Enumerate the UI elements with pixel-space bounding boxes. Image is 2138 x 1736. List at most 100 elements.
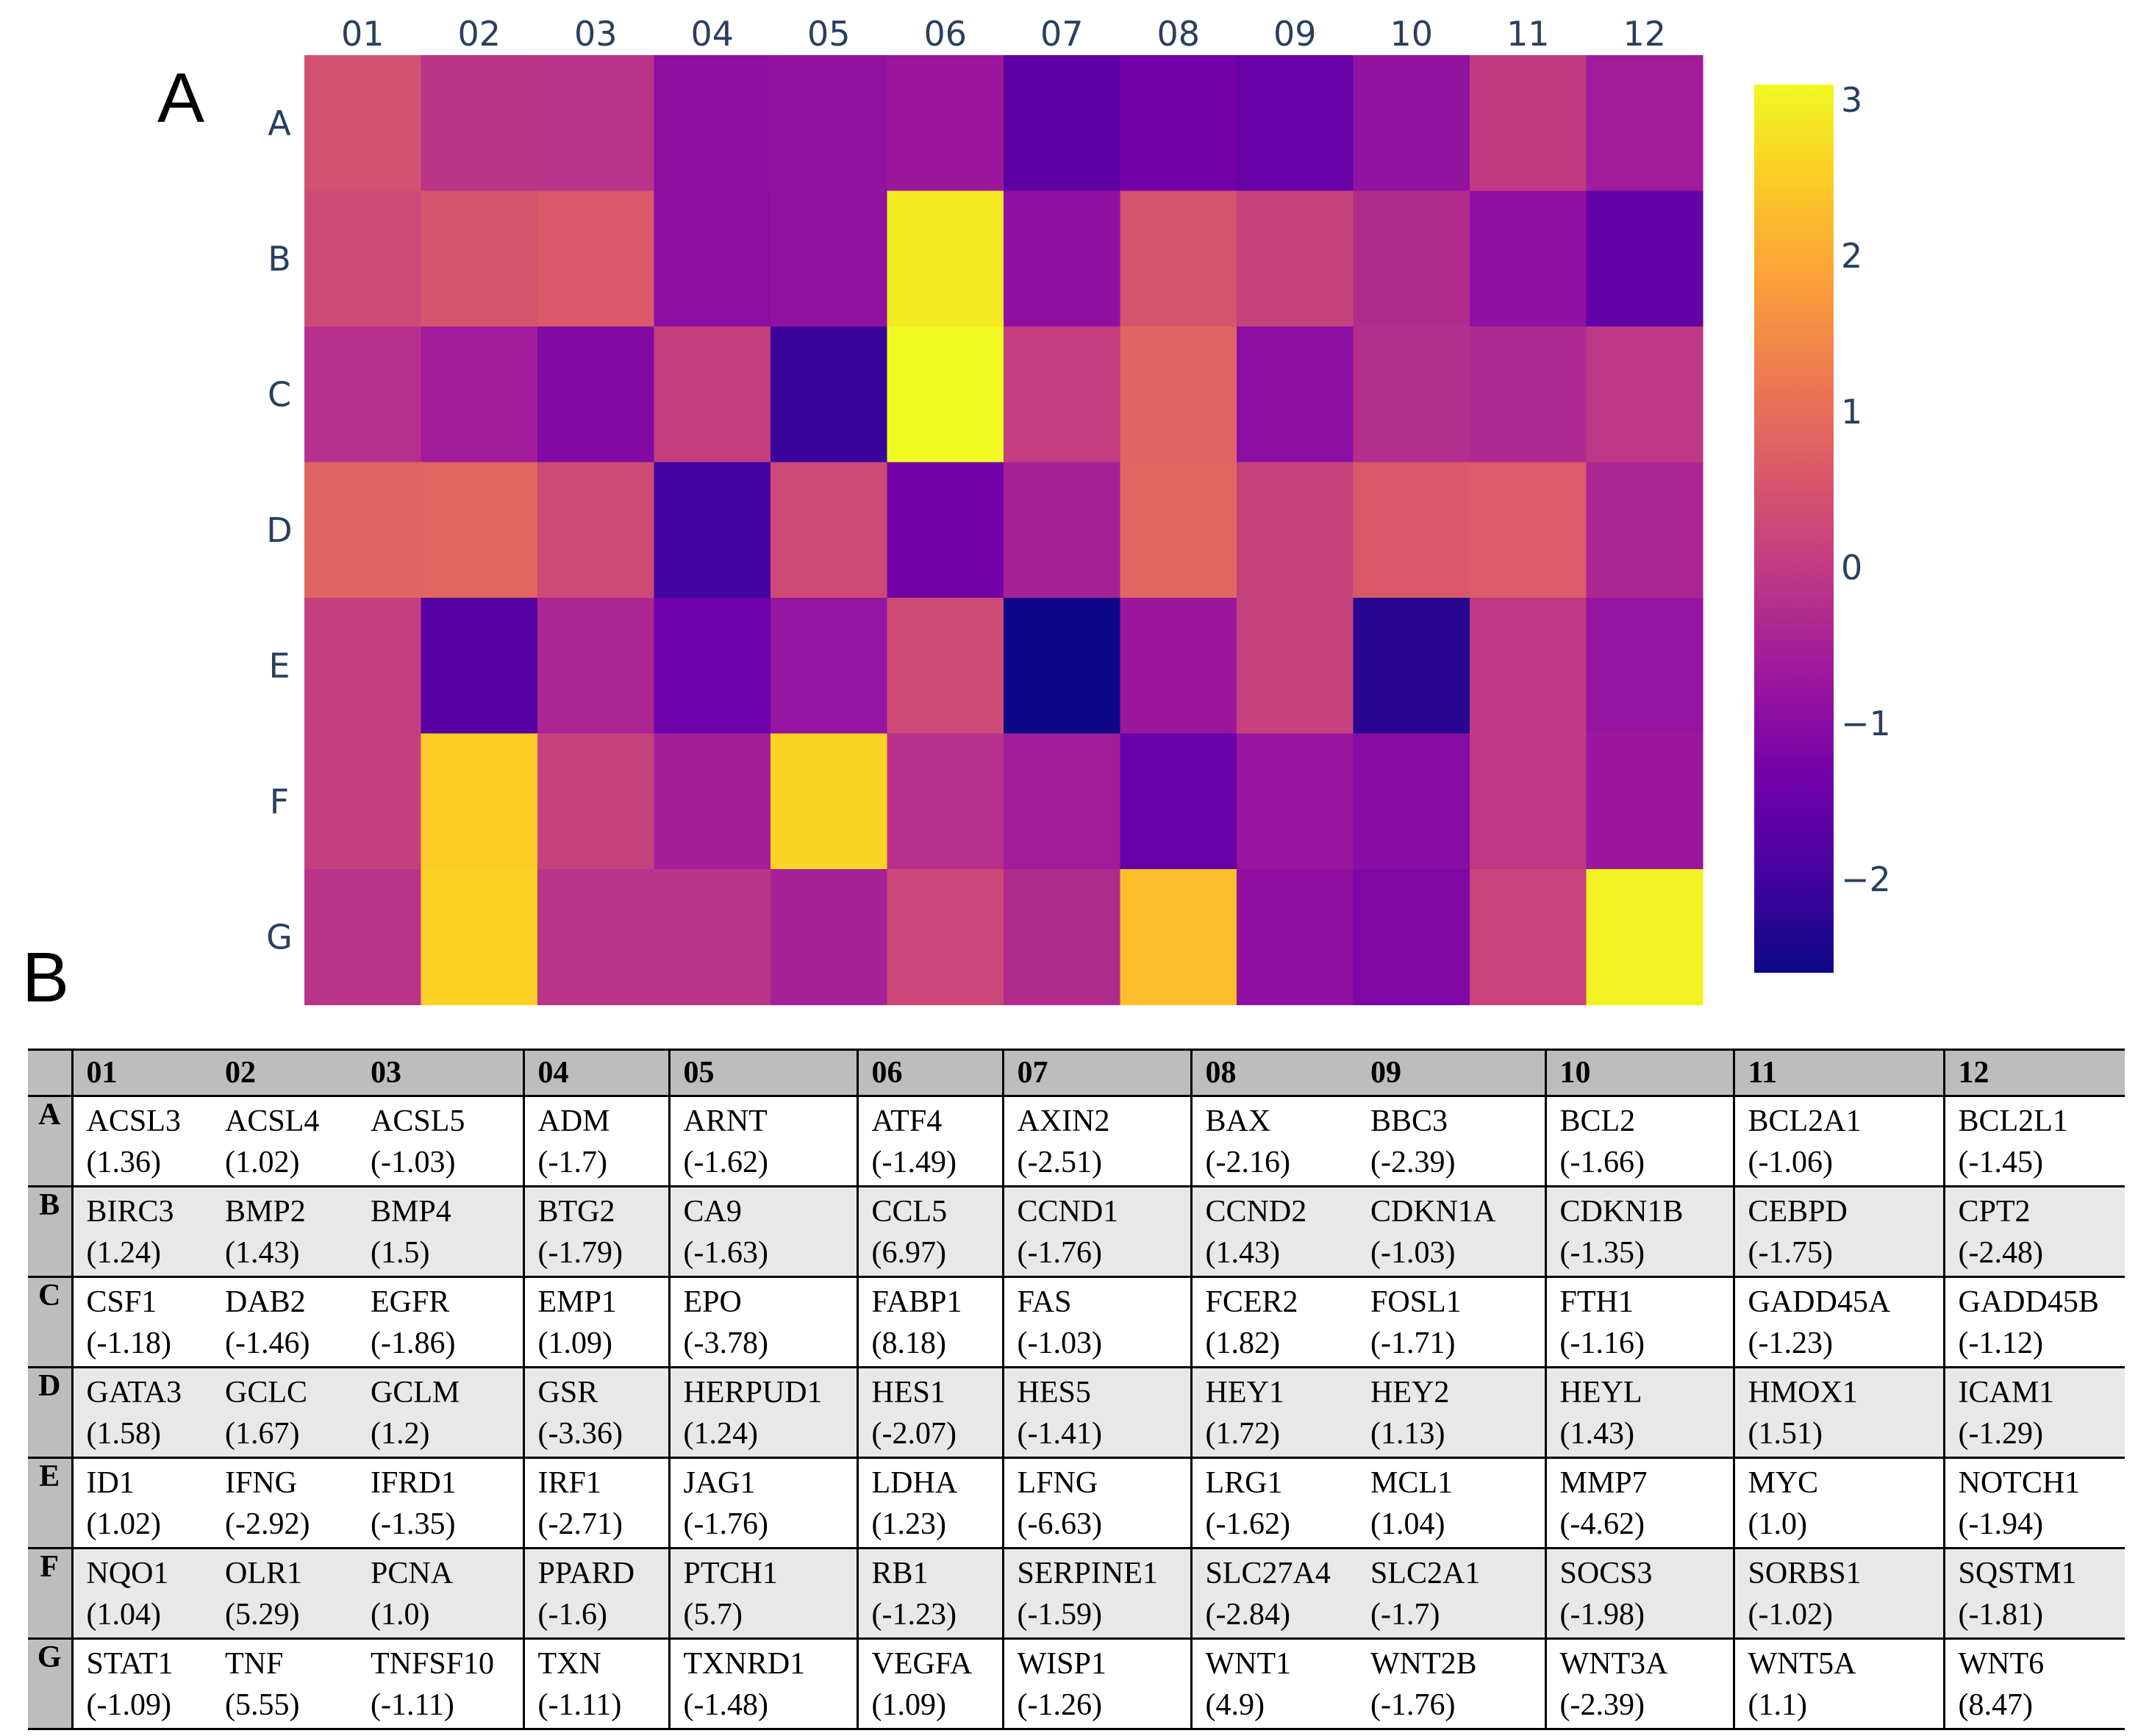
gene-value: (1.0) (371, 1598, 430, 1632)
table-cell: EPO (-3.78) (668, 1276, 857, 1368)
gene-name: GCLC (225, 1376, 308, 1410)
gene-value: (-3.78) (683, 1326, 768, 1360)
gene-name: HMOX1 (1748, 1376, 1858, 1410)
heatmap-cell-B05 (771, 190, 888, 327)
column-header: 09 (1357, 1049, 1545, 1097)
gene-name: CPT2 (1958, 1195, 2031, 1229)
heatmap-cell-D02 (421, 462, 538, 599)
gene-name: WNT1 (1205, 1647, 1292, 1681)
table-row: G STAT1 (-1.09) TNF (5.55) TNFSF10 (-1.11) TXN (… (28, 1638, 2125, 1730)
gene-name: BMP2 (225, 1195, 306, 1229)
table-corner (28, 1049, 72, 1097)
table-cell: OLR1 (5.29) (212, 1548, 357, 1640)
row-header: E (28, 1457, 72, 1549)
gene-name: WNT2B (1370, 1647, 1477, 1681)
gene-value: (-1.41) (1017, 1417, 1102, 1451)
y-tick-label: E (268, 646, 290, 685)
gene-value: (4.9) (1205, 1688, 1265, 1722)
table-cell: WNT6 (8.47) (1942, 1638, 2125, 1730)
heatmap-cell-E01 (304, 598, 422, 735)
gene-value: (-1.79) (537, 1236, 623, 1270)
heatmap-cell-G06 (887, 869, 1004, 1006)
table-cell: ACSL4 (1.02) (212, 1096, 357, 1187)
colorbar-tick-label: −2 (1841, 860, 1891, 899)
table-cell: ICAM1 (-1.29) (1942, 1367, 2125, 1459)
table-cell: FAS (-1.03) (1001, 1276, 1191, 1368)
table-cell: TNF (5.55) (212, 1638, 357, 1730)
heatmap-cell-A03 (537, 55, 655, 192)
gene-value: (-2.07) (871, 1417, 957, 1451)
gene-value: (-1.02) (1748, 1598, 1833, 1632)
table-cell: GATA3 (1.58) (71, 1367, 212, 1459)
gene-value: (1.02) (225, 1146, 300, 1179)
colorbar-tick-label: 2 (1841, 236, 1862, 276)
table-cell: ATF4 (-1.49) (856, 1096, 1003, 1187)
gene-name: SERPINE1 (1017, 1557, 1158, 1590)
gene-name: GADD45B (1958, 1285, 2099, 1319)
colorbar (1754, 85, 1834, 973)
gene-name: BIRC3 (86, 1195, 174, 1229)
row-header: F (28, 1548, 72, 1640)
gene-value: (1.72) (1205, 1417, 1280, 1451)
gene-value: (-4.62) (1559, 1507, 1645, 1541)
table-cell: CCL5 (6.97) (856, 1186, 1003, 1278)
gene-value: (1.2) (371, 1417, 430, 1451)
gene-name: TNFSF10 (371, 1647, 495, 1681)
table-row: C CSF1 (-1.18) DAB2 (-1.46) EGFR (-1.86) EMP1 (1… (28, 1276, 2125, 1368)
gene-value: (-2.71) (537, 1507, 623, 1541)
gene-value: (-1.71) (1370, 1326, 1456, 1360)
column-header: 12 (1942, 1049, 2125, 1097)
gene-name: BCL2L1 (1958, 1104, 2068, 1138)
gene-name: FCER2 (1205, 1285, 1298, 1319)
heatmap-cell-G12 (1586, 869, 1703, 1006)
panel-label-a: A (157, 59, 205, 137)
gene-name: TXN (537, 1647, 601, 1681)
gene-name: ID1 (86, 1466, 135, 1500)
heatmap-cell-D09 (1237, 462, 1354, 599)
heatmap-cell-F07 (1004, 733, 1121, 870)
gene-value: (-2.48) (1958, 1236, 2043, 1270)
gene-value: (-2.84) (1205, 1598, 1290, 1632)
gene-name: FTH1 (1559, 1285, 1634, 1319)
gene-name: PCNA (371, 1557, 454, 1590)
gene-value: (-1.63) (683, 1236, 768, 1270)
table-header-row: 01 02 03 04 05 06 07 08 09 10 11 12 (28, 1049, 2125, 1097)
table-cell: MMP7 (-4.62) (1544, 1457, 1734, 1549)
table-cell: SLC27A4 (-2.84) (1190, 1548, 1357, 1640)
gene-name: SQSTM1 (1958, 1557, 2077, 1590)
table-cell: CSF1 (-1.18) (71, 1276, 212, 1368)
gene-name: EGFR (371, 1285, 450, 1319)
gene-value: (-6.63) (1017, 1507, 1102, 1541)
gene-value: (-1.6) (537, 1598, 607, 1632)
panel-label-b: B (22, 938, 70, 1017)
gene-name: SOCS3 (1559, 1557, 1653, 1590)
heatmap-cell-F09 (1237, 733, 1354, 870)
gene-name: AXIN2 (1017, 1104, 1110, 1138)
heatmap-cell-A02 (421, 55, 538, 192)
gene-value: (-1.98) (1559, 1598, 1645, 1632)
gene-value: (1.36) (86, 1146, 161, 1179)
gene-value: (-1.66) (1559, 1146, 1645, 1179)
heatmap-cell-C06 (887, 326, 1004, 463)
gene-value: (-1.46) (225, 1326, 310, 1360)
table-cell: CCND2 (1.43) (1190, 1186, 1357, 1278)
heatmap-cell-B11 (1470, 190, 1587, 327)
table-cell: CDKN1B (-1.35) (1544, 1186, 1734, 1278)
gene-name: BBC3 (1370, 1104, 1448, 1138)
gene-name: LDHA (871, 1466, 958, 1500)
heatmap-cell-E06 (887, 598, 1004, 735)
heatmap-cell-A06 (887, 55, 1004, 192)
gene-value: (1.5) (371, 1236, 430, 1270)
gene-name: CSF1 (86, 1285, 157, 1319)
table-cell: CPT2 (-2.48) (1942, 1186, 2125, 1278)
gene-name: MMP7 (1559, 1466, 1648, 1500)
table-cell: HEY1 (1.72) (1190, 1367, 1357, 1459)
gene-value: (6.97) (871, 1236, 946, 1270)
gene-name: GCLM (371, 1376, 460, 1410)
gene-name: MYC (1748, 1466, 1819, 1500)
table-cell: GADD45A (-1.23) (1732, 1276, 1944, 1368)
gene-name: EPO (683, 1285, 742, 1319)
heatmap-cell-F06 (887, 733, 1004, 870)
table-cell: PCNA (1.0) (357, 1548, 523, 1640)
